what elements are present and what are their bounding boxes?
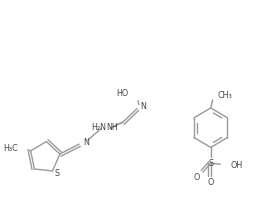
Text: H₃C: H₃C — [3, 144, 18, 153]
Text: OH: OH — [231, 161, 243, 170]
Text: N: N — [83, 138, 89, 147]
Text: NH: NH — [106, 123, 118, 132]
Text: N: N — [140, 102, 146, 111]
Text: O: O — [193, 173, 200, 182]
Text: H₂N: H₂N — [91, 123, 106, 132]
Text: O: O — [208, 178, 214, 187]
Text: CH₃: CH₃ — [217, 91, 232, 100]
Text: S: S — [208, 159, 213, 168]
Text: S: S — [55, 169, 60, 178]
Text: HO: HO — [116, 89, 128, 98]
